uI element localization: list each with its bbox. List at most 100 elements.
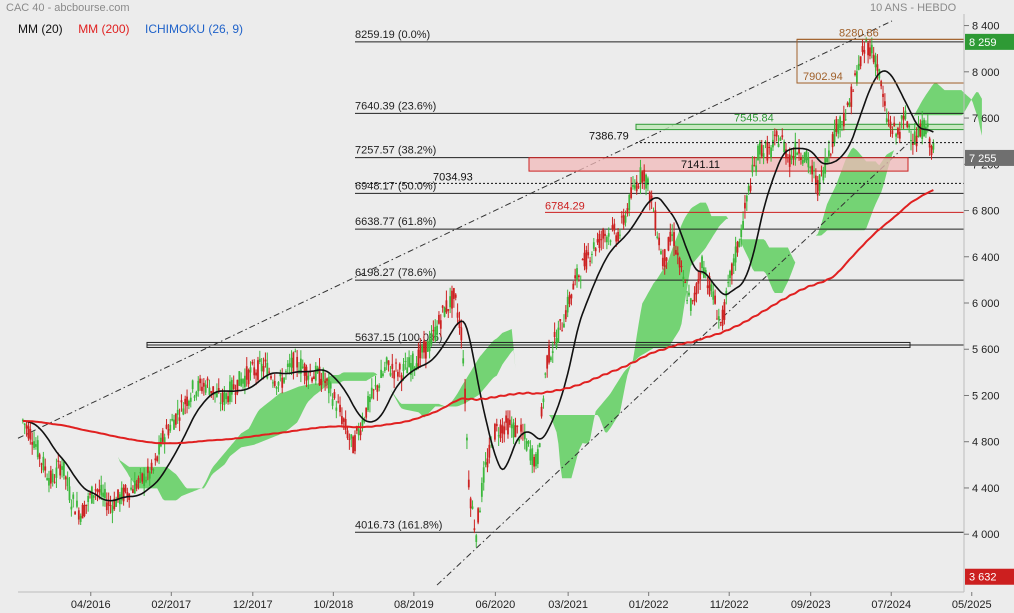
- candle-body: [346, 430, 349, 439]
- candle-body: [818, 174, 821, 191]
- candle-body: [380, 369, 382, 378]
- legend-item: MM (20): [18, 22, 63, 36]
- candle-body: [90, 486, 93, 504]
- fibonacci-levels: 8259.19 (0.0%) 7640.39 (23.6%) 7257.57 (38…: [146, 29, 964, 533]
- candle-body: [730, 263, 733, 276]
- candle-body: [725, 290, 728, 297]
- candle-body: [676, 252, 679, 256]
- candle-body: [94, 489, 97, 491]
- candle-body: [798, 147, 800, 154]
- y-tick-label: 5 200: [972, 390, 1000, 402]
- candle-body: [382, 373, 384, 377]
- x-tick-label: 06/2020: [475, 599, 515, 611]
- candle-body: [173, 419, 175, 430]
- candle-body: [854, 73, 856, 75]
- candle-body: [480, 482, 483, 497]
- candle-body: [426, 341, 429, 352]
- candle-body: [654, 210, 657, 231]
- candle-body: [341, 416, 343, 425]
- candle-body: [303, 363, 306, 376]
- candle-body: [311, 377, 313, 382]
- candle-body: [439, 320, 442, 329]
- candle-body: [548, 345, 550, 363]
- candle-body: [85, 504, 88, 507]
- candle-body: [301, 366, 304, 368]
- candle-body: [682, 276, 685, 282]
- candle-body: [855, 71, 858, 84]
- candle-body: [430, 332, 433, 344]
- candle-body: [926, 123, 929, 127]
- candle-body: [650, 195, 653, 201]
- candle-body: [699, 271, 702, 281]
- candle-body: [25, 424, 28, 429]
- candle-body: [92, 495, 95, 498]
- candle-body: [232, 384, 235, 390]
- fib-label: 6948.17 (50.0%): [355, 180, 436, 192]
- candle-body: [883, 101, 886, 106]
- candle-body: [772, 139, 774, 148]
- candle-body: [141, 473, 144, 482]
- candle-body: [717, 316, 720, 320]
- candle-body: [398, 363, 401, 370]
- candle-body: [740, 228, 743, 237]
- candle-body: [850, 86, 853, 107]
- candle-body: [591, 253, 593, 255]
- candle-body: [803, 152, 806, 162]
- candle-body: [729, 270, 731, 279]
- candle-body: [861, 46, 864, 52]
- candle-body: [225, 393, 228, 400]
- candle-body: [180, 400, 183, 403]
- candle-body: [391, 363, 394, 369]
- candle-body: [867, 42, 869, 56]
- candle-body: [557, 327, 560, 343]
- x-tick-label: 11/2022: [710, 599, 749, 611]
- candle-body: [546, 355, 549, 369]
- candle-body: [675, 250, 677, 255]
- candle-body: [577, 275, 580, 278]
- candle-body: [594, 248, 597, 252]
- candle-body: [404, 361, 407, 363]
- candle-body: [932, 142, 935, 150]
- candle-body: [807, 157, 810, 168]
- candle-body: [236, 379, 239, 394]
- candle-body: [497, 435, 500, 437]
- candle-body: [665, 257, 668, 261]
- chart-title: CAC 40 - abcbourse.com: [6, 2, 130, 14]
- candle-body: [813, 169, 815, 171]
- candle-body: [833, 129, 836, 144]
- candle-body: [882, 93, 884, 98]
- candle-body: [438, 314, 440, 324]
- y-tick-label: 6 000: [972, 298, 1000, 310]
- candle-body: [122, 487, 125, 502]
- candle-body: [135, 483, 138, 489]
- candle-body: [204, 384, 207, 393]
- candle-body: [385, 357, 388, 364]
- candle-body: [176, 409, 179, 415]
- candle-body: [286, 363, 289, 368]
- candle-body: [736, 241, 739, 253]
- candle-body: [872, 54, 875, 63]
- candle-body: [835, 118, 838, 132]
- candle-body: [428, 338, 431, 352]
- candle-body: [146, 466, 149, 473]
- candle-body: [842, 113, 845, 127]
- candle-body: [499, 424, 502, 439]
- candle-body: [57, 460, 60, 462]
- candle-body: [602, 229, 605, 239]
- candle-body: [831, 134, 834, 148]
- candle-body: [869, 47, 871, 57]
- price-marker-label: 7 255: [969, 153, 997, 165]
- candle-body: [402, 363, 405, 372]
- candle-body: [829, 154, 832, 156]
- candle-body: [443, 307, 446, 317]
- candle-body: [758, 142, 761, 155]
- candle-body: [561, 330, 563, 332]
- candle-body: [326, 378, 328, 381]
- candle-body: [223, 391, 226, 406]
- candle-body: [324, 380, 327, 383]
- candle-body: [451, 290, 453, 309]
- candle-body: [307, 375, 310, 380]
- candle-body: [523, 431, 526, 440]
- candle-body: [337, 401, 340, 403]
- candle-body: [193, 396, 196, 398]
